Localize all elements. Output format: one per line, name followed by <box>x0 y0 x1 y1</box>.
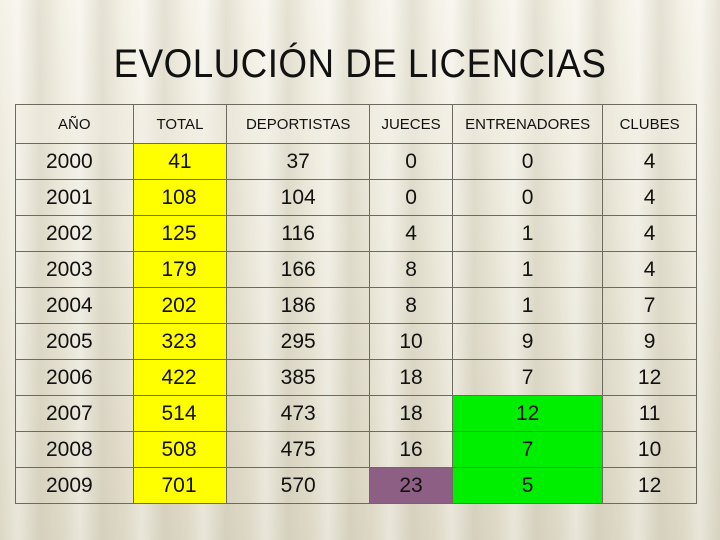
slide-title: EVOLUCIÓN DE LICENCIAS <box>113 42 607 86</box>
header-total: TOTAL <box>132 104 228 144</box>
header-deportistas: DEPORTISTAS <box>226 104 370 144</box>
cell-year: 2008 <box>15 431 134 468</box>
cell-deportistas: 166 <box>226 251 370 288</box>
cell-jueces: 4 <box>368 215 454 252</box>
cell-total: 514 <box>132 395 228 432</box>
cell-deportistas: 104 <box>226 179 370 216</box>
cell-clubes: 12 <box>602 359 697 396</box>
cell-total: 179 <box>132 251 228 288</box>
cell-deportistas: 570 <box>226 467 370 504</box>
cell-entrenadores: 1 <box>452 287 604 324</box>
cell-year: 2004 <box>15 287 134 324</box>
cell-jueces: 0 <box>368 143 454 180</box>
cell-total: 108 <box>132 179 228 216</box>
cell-clubes: 4 <box>602 143 697 180</box>
table-row: 2000 41 37 0 0 4 <box>15 143 697 180</box>
table-row: 2004 202 186 8 1 7 <box>15 287 697 324</box>
table-row: 2003 179 166 8 1 4 <box>15 251 697 288</box>
licenses-table: AÑO TOTAL DEPORTISTAS JUECES ENTRENADORE… <box>15 104 697 504</box>
cell-year: 2003 <box>15 251 134 288</box>
cell-year: 2001 <box>15 179 134 216</box>
cell-jueces: 18 <box>368 395 454 432</box>
cell-entrenadores: 7 <box>452 431 604 468</box>
cell-entrenadores: 0 <box>452 143 604 180</box>
cell-entrenadores: 7 <box>452 359 604 396</box>
cell-jueces: 23 <box>368 467 454 504</box>
header-row: AÑO TOTAL DEPORTISTAS JUECES ENTRENADORE… <box>15 104 697 144</box>
cell-year: 2006 <box>15 359 134 396</box>
cell-year: 2002 <box>15 215 134 252</box>
cell-total: 202 <box>132 287 228 324</box>
cell-total: 125 <box>132 215 228 252</box>
cell-jueces: 16 <box>368 431 454 468</box>
table-row: 2007 514 473 18 12 11 <box>15 395 697 432</box>
table-body: 2000 41 37 0 0 4 2001 108 104 0 0 4 2002… <box>15 143 697 504</box>
cell-jueces: 8 <box>368 251 454 288</box>
header-entrenadores: ENTRENADORES <box>452 104 604 144</box>
cell-deportistas: 37 <box>226 143 370 180</box>
table-row: 2009 701 570 23 5 12 <box>15 467 697 504</box>
cell-total: 41 <box>132 143 228 180</box>
cell-clubes: 10 <box>602 431 697 468</box>
cell-total: 422 <box>132 359 228 396</box>
cell-entrenadores: 12 <box>452 395 604 432</box>
cell-entrenadores: 9 <box>452 323 604 360</box>
cell-clubes: 12 <box>602 467 697 504</box>
cell-jueces: 10 <box>368 323 454 360</box>
table-row: 2001 108 104 0 0 4 <box>15 179 697 216</box>
header-ano: AÑO <box>15 104 134 144</box>
cell-year: 2005 <box>15 323 134 360</box>
cell-jueces: 18 <box>368 359 454 396</box>
cell-clubes: 9 <box>602 323 697 360</box>
cell-total: 701 <box>132 467 228 504</box>
cell-deportistas: 473 <box>226 395 370 432</box>
table-row: 2008 508 475 16 7 10 <box>15 431 697 468</box>
cell-deportistas: 385 <box>226 359 370 396</box>
cell-jueces: 8 <box>368 287 454 324</box>
table-header: AÑO TOTAL DEPORTISTAS JUECES ENTRENADORE… <box>15 104 697 144</box>
cell-year: 2000 <box>15 143 134 180</box>
cell-entrenadores: 1 <box>452 251 604 288</box>
header-jueces: JUECES <box>368 104 454 144</box>
header-clubes: CLUBES <box>602 104 697 144</box>
cell-clubes: 4 <box>602 179 697 216</box>
cell-entrenadores: 5 <box>452 467 604 504</box>
cell-year: 2009 <box>15 467 134 504</box>
table-row: 2006 422 385 18 7 12 <box>15 359 697 396</box>
cell-deportistas: 116 <box>226 215 370 252</box>
cell-deportistas: 295 <box>226 323 370 360</box>
cell-entrenadores: 1 <box>452 215 604 252</box>
cell-clubes: 7 <box>602 287 697 324</box>
cell-deportistas: 186 <box>226 287 370 324</box>
table-row: 2002 125 116 4 1 4 <box>15 215 697 252</box>
cell-total: 323 <box>132 323 228 360</box>
cell-clubes: 4 <box>602 251 697 288</box>
cell-jueces: 0 <box>368 179 454 216</box>
table-row: 2005 323 295 10 9 9 <box>15 323 697 360</box>
cell-deportistas: 475 <box>226 431 370 468</box>
cell-clubes: 11 <box>602 395 697 432</box>
cell-year: 2007 <box>15 395 134 432</box>
cell-entrenadores: 0 <box>452 179 604 216</box>
cell-total: 508 <box>132 431 228 468</box>
cell-clubes: 4 <box>602 215 697 252</box>
